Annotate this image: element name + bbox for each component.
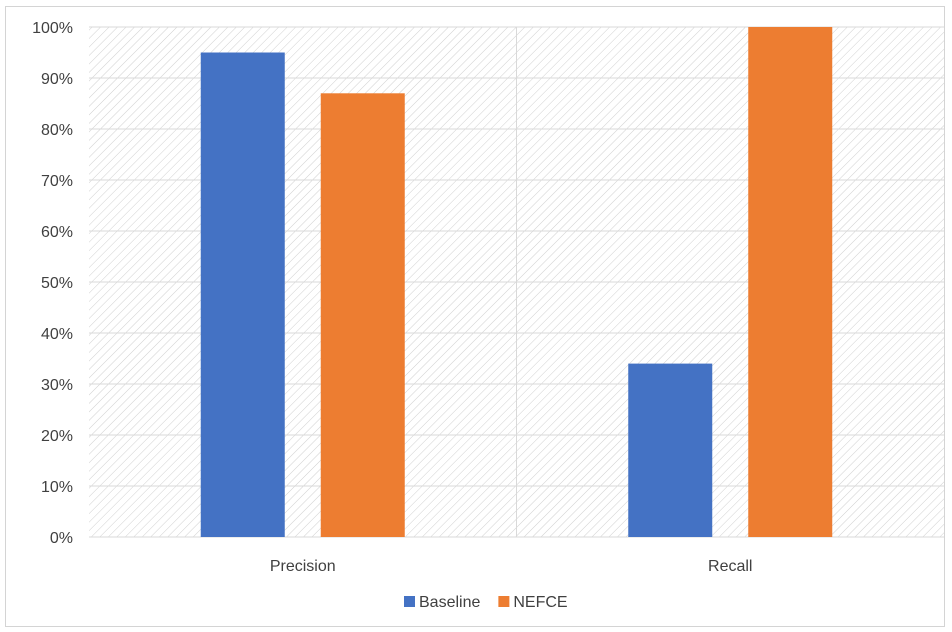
- x-category-label: Recall: [708, 558, 752, 575]
- y-tick-label: 40%: [41, 326, 73, 343]
- bar-baseline-recall: [628, 363, 713, 537]
- legend: Baseline NEFCE: [404, 594, 568, 611]
- y-tick-label: 10%: [41, 479, 73, 496]
- y-tick-label: 100%: [32, 20, 73, 37]
- y-tick-label: 30%: [41, 377, 73, 394]
- y-tick-label: 90%: [41, 71, 73, 88]
- legend-swatch-baseline: [404, 596, 415, 607]
- y-tick-label: 50%: [41, 275, 73, 292]
- bars: [200, 27, 833, 538]
- x-category-label: Precision: [270, 558, 336, 575]
- y-axis-tick-labels: 0% 10% 20% 30% 40% 50% 60% 70% 80% 90% 100%: [32, 20, 73, 547]
- y-tick-label: 70%: [41, 173, 73, 190]
- legend-label-nefce: NEFCE: [513, 594, 567, 611]
- y-tick-label: 60%: [41, 224, 73, 241]
- legend-swatch-nefce: [498, 596, 510, 607]
- y-tick-label: 20%: [41, 428, 73, 445]
- y-tick-label: 80%: [41, 122, 73, 139]
- y-tick-label: 0%: [50, 530, 73, 547]
- bar-baseline-precision: [200, 52, 285, 537]
- legend-label-baseline: Baseline: [419, 594, 480, 611]
- bar-nefce-recall: [748, 27, 833, 537]
- x-axis-category-labels: Precision Recall: [270, 558, 753, 575]
- bar-nefce-precision: [320, 93, 405, 538]
